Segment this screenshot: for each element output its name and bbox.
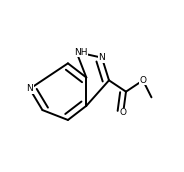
Text: O: O: [139, 76, 146, 85]
Text: N: N: [26, 84, 33, 93]
Text: N: N: [99, 53, 105, 62]
Text: NH: NH: [74, 47, 87, 57]
Text: O: O: [120, 108, 127, 117]
